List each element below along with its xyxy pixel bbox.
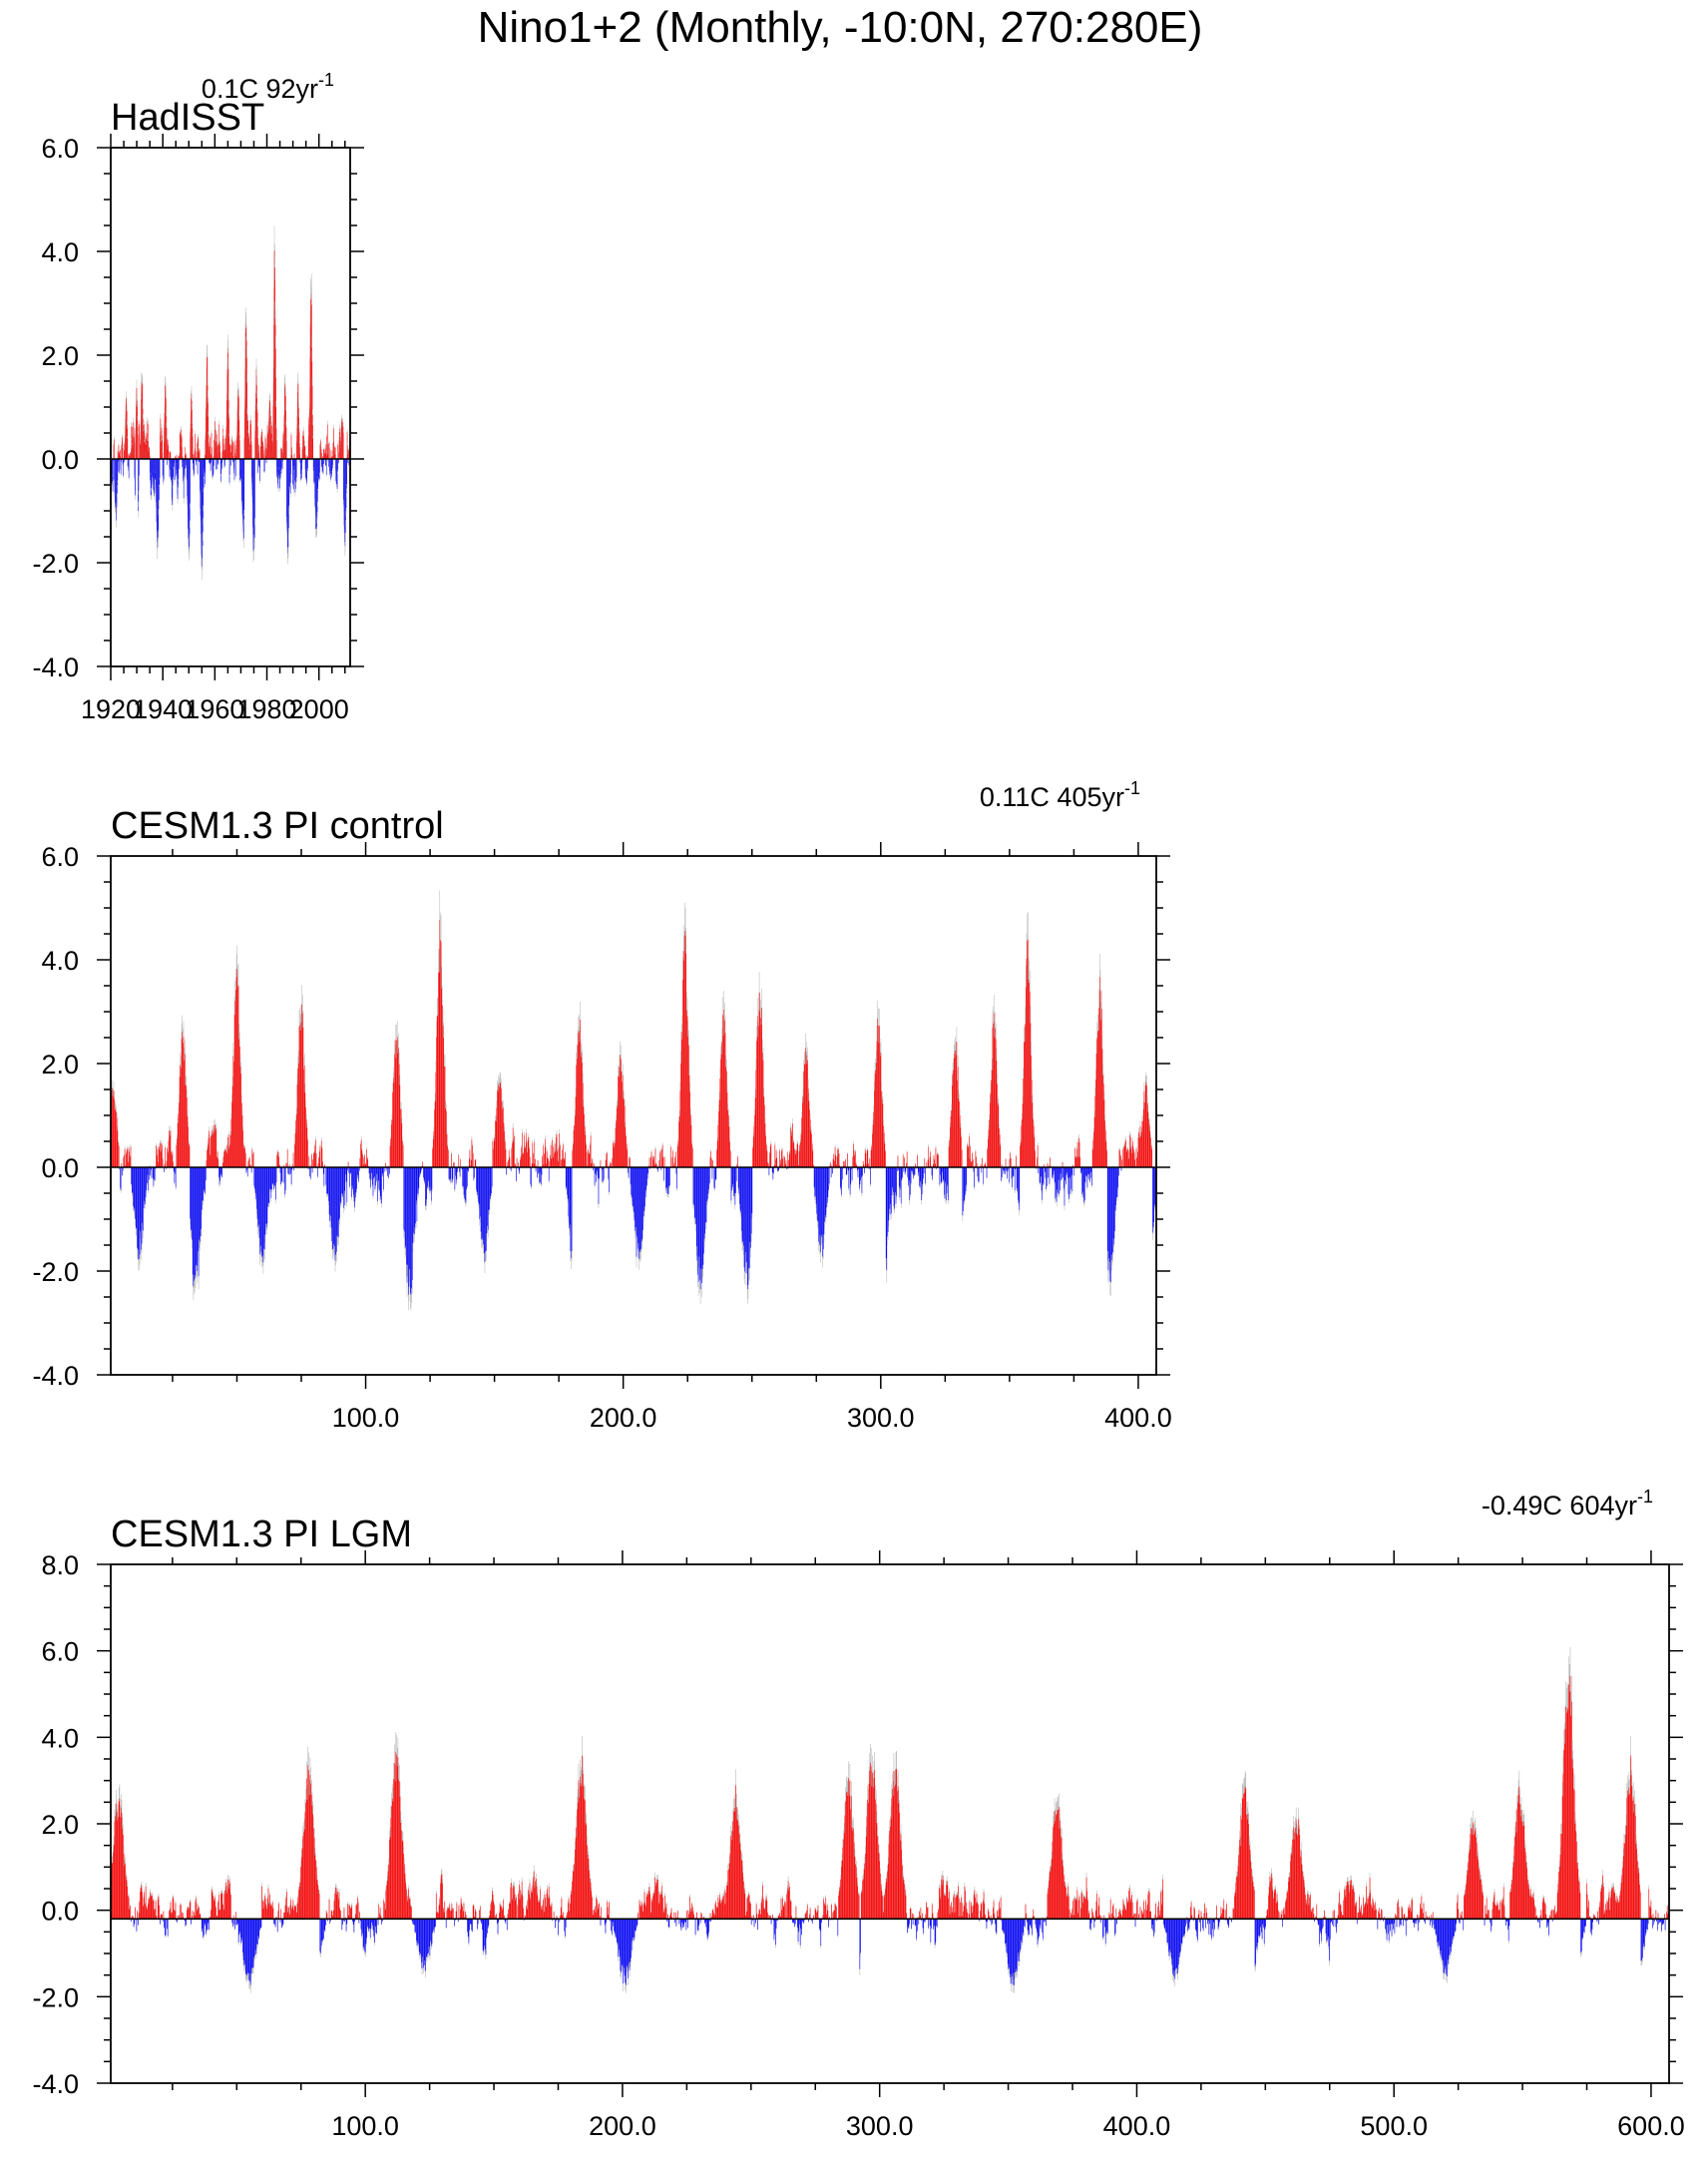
x-tick-label: 2000 <box>289 694 349 724</box>
y-tick-label: -4.0 <box>32 652 79 682</box>
y-tick-label: 2.0 <box>41 341 79 371</box>
x-tick-label: 1980 <box>236 694 296 724</box>
series-bars <box>111 890 1156 1311</box>
panel-title: HadISST <box>111 97 264 139</box>
y-tick-label: 6.0 <box>41 134 79 164</box>
series-bars <box>110 225 351 580</box>
x-tick-label: 1960 <box>185 694 244 724</box>
figure-title: Nino1+2 (Monthly, -10:0N, 270:280E) <box>478 3 1203 52</box>
x-tick-label: 1920 <box>81 694 141 724</box>
trend-text: 0.1C 92yr <box>202 74 318 104</box>
plot-frame <box>110 147 351 667</box>
y-tick-label: -2.0 <box>32 549 79 579</box>
panel-1: -4.0 -2.0 0.0 2.0 4.0 6.0 19201940196019802000… <box>32 70 364 724</box>
trend-exponent: -1 <box>318 70 334 90</box>
trend-annotation: 0.1C 92yr-1 <box>202 70 334 104</box>
y-tick-label: 4.0 <box>41 237 79 267</box>
x-tick-label: 1940 <box>133 694 193 724</box>
y-tick-label: 0.0 <box>41 445 79 475</box>
